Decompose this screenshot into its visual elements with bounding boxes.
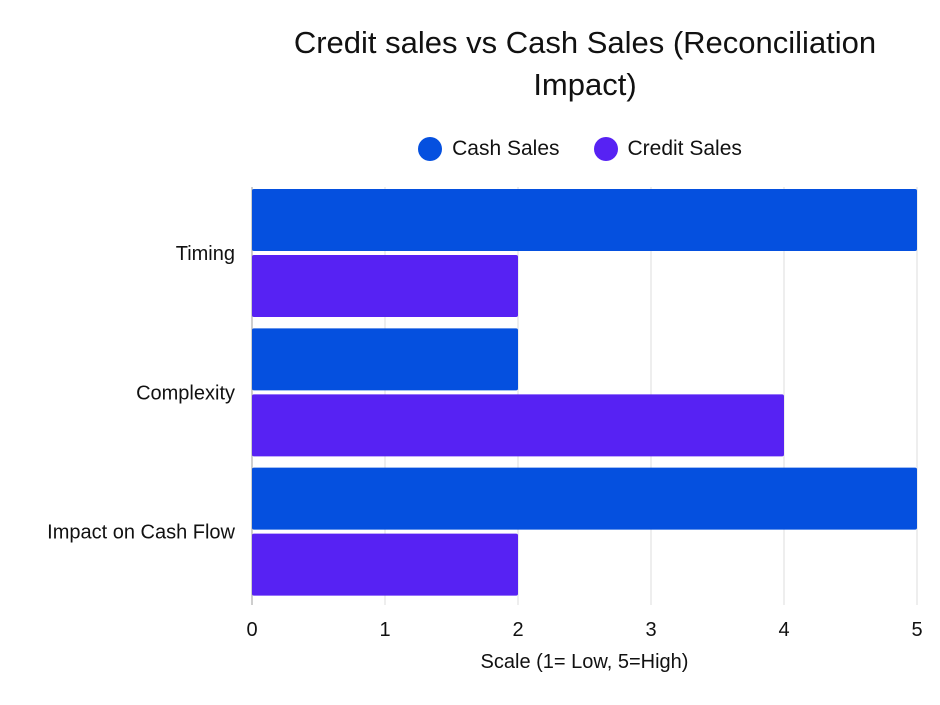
legend[interactable]: Cash Sales Credit Sales (0, 132, 940, 166)
legend-label: Cash Sales (452, 137, 560, 160)
bar[interactable] (252, 255, 518, 317)
bar[interactable] (252, 189, 917, 251)
bar[interactable] (252, 533, 518, 596)
x-tick-labels: 0 1 2 3 4 5 (246, 619, 922, 641)
legend-item-credit-sales[interactable]: Credit Sales (593, 137, 742, 161)
category-label: Complexity (136, 382, 235, 404)
legend-swatch-credit-sales (593, 137, 618, 161)
bar[interactable] (252, 328, 518, 391)
category-labels: Timing Complexity Impact on Cash Flow (47, 243, 235, 544)
bar[interactable] (252, 467, 917, 530)
x-tick-label: 5 (911, 619, 922, 641)
bars (252, 189, 917, 596)
x-tick-label: 2 (512, 619, 523, 641)
x-tick-label: 1 (379, 619, 390, 641)
x-axis-title: Scale (1= Low, 5=High) (481, 651, 689, 673)
x-tick-label: 0 (246, 619, 257, 641)
legend-label: Credit Sales (627, 137, 742, 160)
chart-title: Credit sales vs Cash Sales (Reconciliati… (293, 25, 877, 102)
legend-item-cash-sales[interactable]: Cash Sales (418, 137, 560, 161)
category-label: Timing (176, 243, 235, 265)
x-tick-label: 4 (778, 619, 789, 641)
x-tick-label: 3 (645, 619, 656, 641)
legend-swatch-cash-sales (418, 137, 443, 161)
bar[interactable] (252, 394, 784, 457)
category-label: Impact on Cash Flow (47, 522, 235, 544)
